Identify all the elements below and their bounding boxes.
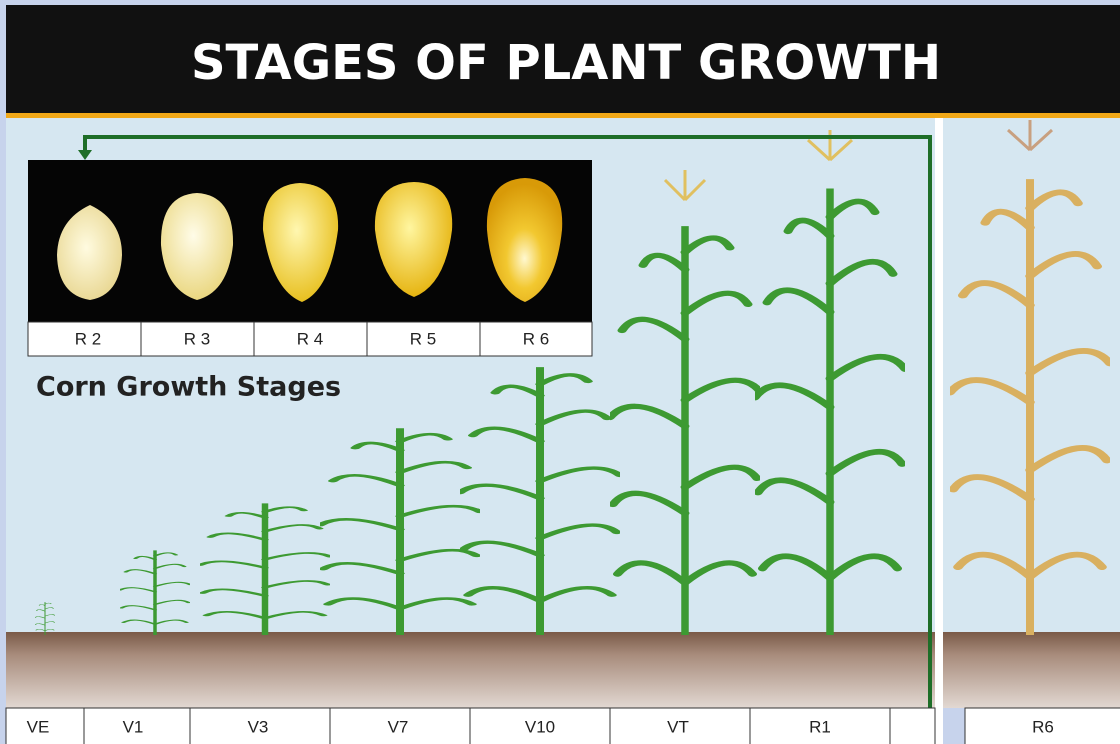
stage-label: V1 — [123, 717, 144, 736]
cell — [890, 708, 935, 744]
kernel-label: R 2 — [75, 329, 101, 348]
stage-label: VE — [27, 717, 50, 736]
kernel-labels: R 2 R 3 R 4 R 5 R 6 — [28, 322, 592, 356]
stage-label: R6 — [1032, 717, 1054, 736]
stage-label: V3 — [248, 717, 269, 736]
soil — [943, 632, 1120, 708]
stage-label: V10 — [525, 717, 555, 736]
kernel-label: R 5 — [410, 329, 436, 348]
accent — [6, 113, 1120, 118]
infographic: STAGES OF PLANT GROWTH R 2 R 3 R 4 R 5 R… — [0, 0, 1120, 744]
title: STAGES OF PLANT GROWTH — [191, 35, 941, 91]
stage-label: VT — [667, 717, 689, 736]
kernel-label: R 6 — [523, 329, 549, 348]
subtitle: Corn Growth Stages — [36, 372, 341, 403]
stage-label: V7 — [388, 717, 409, 736]
kernel-label: R 4 — [297, 329, 323, 348]
divider — [935, 118, 943, 744]
stage-label: R1 — [809, 717, 831, 736]
soil — [6, 632, 935, 708]
kernel-label: R 3 — [184, 329, 210, 348]
